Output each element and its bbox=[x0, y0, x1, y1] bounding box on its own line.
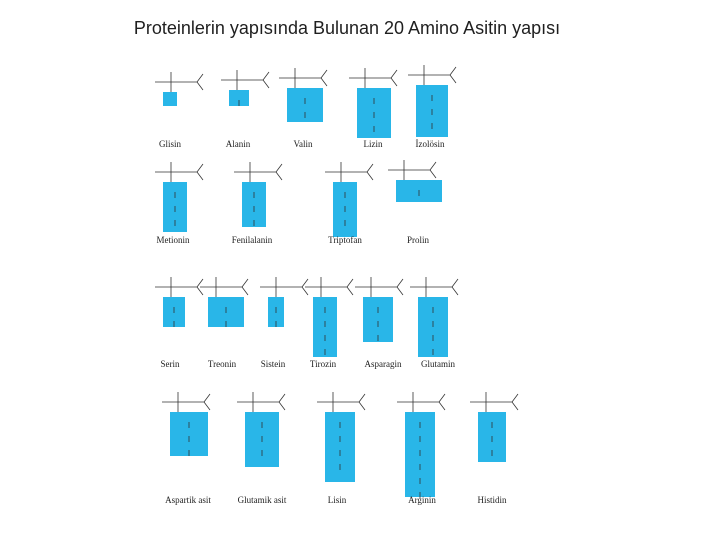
carboxyl-bond bbox=[358, 401, 366, 411]
carbonyl-bond bbox=[196, 163, 204, 173]
carboxyl-bond bbox=[275, 171, 283, 181]
amino-acid-name: Valin bbox=[294, 139, 313, 149]
side-chain bbox=[163, 92, 177, 106]
carboxyl-bond bbox=[278, 401, 286, 411]
carboxyl-bond bbox=[449, 74, 457, 84]
carboxyl-bond bbox=[196, 286, 204, 296]
amino-acid-name: Treonin bbox=[208, 359, 237, 369]
carboxyl-bond bbox=[390, 77, 398, 87]
carbonyl-bond bbox=[451, 278, 459, 288]
amino-acid-name: Histidin bbox=[477, 495, 507, 505]
amino-acid-name: Glutamin bbox=[421, 359, 455, 369]
carboxyl-bond bbox=[203, 401, 211, 411]
carboxyl-bond bbox=[196, 171, 204, 181]
carbonyl-bond bbox=[196, 73, 204, 83]
carbonyl-bond bbox=[449, 66, 457, 76]
carbonyl-bond bbox=[262, 71, 270, 81]
side-chain bbox=[363, 297, 393, 342]
carbonyl-bond bbox=[301, 278, 309, 288]
amino-acid-name: Fenilalanin bbox=[232, 235, 273, 245]
carboxyl-bond bbox=[241, 286, 249, 296]
amino-acid-name: Prolin bbox=[407, 235, 430, 245]
amino-acid-name: İzolösin bbox=[416, 139, 445, 149]
carbonyl-bond bbox=[278, 393, 286, 403]
side-chain bbox=[242, 182, 266, 227]
carbonyl-bond bbox=[366, 163, 374, 173]
carboxyl-bond bbox=[429, 169, 437, 179]
amino-acid-name: Glutamik asit bbox=[238, 495, 287, 505]
carbonyl-bond bbox=[241, 278, 249, 288]
carbonyl-bond bbox=[438, 393, 446, 403]
carboxyl-bond bbox=[346, 286, 354, 296]
amino-acid-name: Triptofan bbox=[328, 235, 362, 245]
carbonyl-bond bbox=[396, 278, 404, 288]
carboxyl-bond bbox=[451, 286, 459, 296]
amino-acid-name: Serin bbox=[161, 359, 180, 369]
amino-acid-name: Sistein bbox=[261, 359, 286, 369]
carbonyl-bond bbox=[429, 161, 437, 171]
carbonyl-bond bbox=[511, 393, 519, 403]
carbonyl-bond bbox=[346, 278, 354, 288]
amino-acid-name: Asparagin bbox=[365, 359, 402, 369]
carboxyl-bond bbox=[396, 286, 404, 296]
carboxyl-bond bbox=[301, 286, 309, 296]
carboxyl-bond bbox=[196, 81, 204, 91]
carbonyl-bond bbox=[203, 393, 211, 403]
side-chain bbox=[229, 90, 249, 106]
carboxyl-bond bbox=[366, 171, 374, 181]
amino-acid-name: Arginin bbox=[408, 495, 436, 505]
slide-title: Proteinlerin yapısında Bulunan 20 Amino … bbox=[134, 18, 560, 38]
amino-acid-name: Lisin bbox=[328, 495, 347, 505]
carboxyl-bond bbox=[438, 401, 446, 411]
amino-acid-name: Aspartik asit bbox=[165, 495, 211, 505]
carboxyl-bond bbox=[262, 79, 270, 89]
carboxyl-bond bbox=[511, 401, 519, 411]
amino-acid-name: Metionin bbox=[157, 235, 190, 245]
carbonyl-bond bbox=[320, 69, 328, 79]
carbonyl-bond bbox=[358, 393, 366, 403]
amino-acid-name: Lizin bbox=[364, 139, 383, 149]
carbonyl-bond bbox=[390, 69, 398, 79]
carbonyl-bond bbox=[275, 163, 283, 173]
side-chain bbox=[170, 412, 208, 456]
carbonyl-bond bbox=[196, 278, 204, 288]
carboxyl-bond bbox=[320, 77, 328, 87]
amino-acid-name: Tirozin bbox=[310, 359, 337, 369]
amino-acid-name: Alanin bbox=[226, 139, 251, 149]
amino-acid-name: Glisin bbox=[159, 139, 182, 149]
